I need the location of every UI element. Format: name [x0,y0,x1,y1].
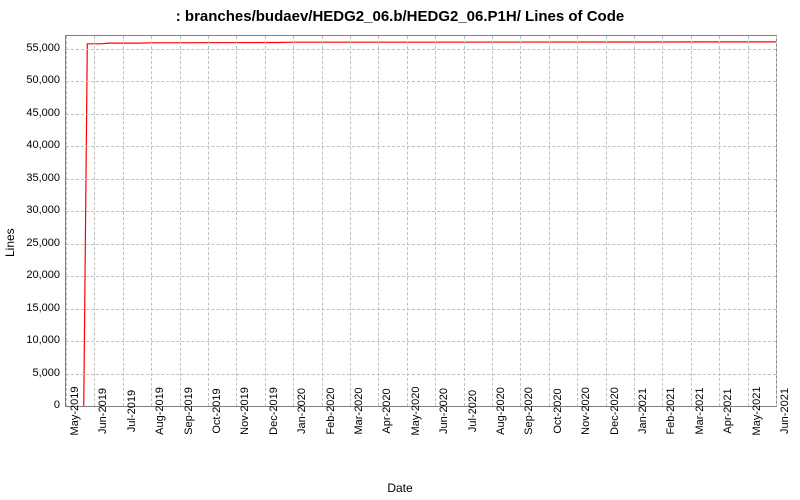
grid-line-v [265,36,266,406]
grid-line-h [66,114,776,115]
grid-line-v [180,36,181,406]
grid-line-v [378,36,379,406]
grid-line-v [94,36,95,406]
x-tick-label: Dec-2019 [268,387,280,435]
grid-line-v [123,36,124,406]
grid-line-v [464,36,465,406]
grid-line-v [606,36,607,406]
y-tick-label: 35,000 [5,172,60,184]
x-tick-label: Jul-2019 [126,390,138,432]
grid-line-h [66,374,776,375]
x-tick-label: Jun-2019 [97,388,109,434]
x-tick-label: Oct-2019 [211,388,223,433]
plot-area [65,35,777,407]
grid-line-v [776,36,777,406]
grid-line-h [66,49,776,50]
grid-line-v [151,36,152,406]
x-tick-label: Nov-2020 [580,387,592,435]
grid-line-v [520,36,521,406]
y-tick-label: 5,000 [5,367,60,379]
grid-line-v [719,36,720,406]
x-tick-label: Feb-2021 [665,387,677,434]
x-tick-label: Jan-2020 [296,388,308,434]
grid-line-h [66,244,776,245]
x-tick-label: Mar-2020 [353,387,365,434]
grid-line-h [66,276,776,277]
grid-line-v [407,36,408,406]
grid-line-v [748,36,749,406]
y-tick-label: 25,000 [5,237,60,249]
grid-line-h [66,341,776,342]
x-tick-label: Jun-2020 [438,388,450,434]
y-tick-label: 0 [5,399,60,411]
grid-line-v [236,36,237,406]
x-tick-label: Apr-2020 [381,388,393,433]
grid-line-v [492,36,493,406]
x-tick-label: Jul-2020 [467,390,479,432]
y-tick-label: 10,000 [5,334,60,346]
y-tick-label: 20,000 [5,269,60,281]
x-tick-label: May-2020 [410,387,422,436]
x-tick-label: Jan-2021 [637,388,649,434]
grid-line-v [435,36,436,406]
grid-line-h [66,211,776,212]
grid-line-h [66,146,776,147]
x-tick-label: May-2019 [69,387,81,436]
grid-line-h [66,81,776,82]
y-tick-label: 30,000 [5,204,60,216]
grid-line-v [549,36,550,406]
grid-line-v [577,36,578,406]
grid-line-v [66,36,67,406]
x-tick-label: Jun-2021 [779,388,791,434]
x-tick-label: Nov-2019 [239,387,251,435]
x-tick-label: Oct-2020 [552,388,564,433]
chart-title: : branches/budaev/HEDG2_06.b/HEDG2_06.P1… [0,0,800,25]
grid-line-v [634,36,635,406]
x-tick-label: Feb-2020 [325,387,337,434]
y-tick-label: 50,000 [5,74,60,86]
y-tick-label: 15,000 [5,302,60,314]
grid-line-h [66,309,776,310]
x-tick-label: Sep-2019 [183,387,195,435]
grid-line-h [66,179,776,180]
x-tick-label: May-2021 [751,387,763,436]
y-tick-label: 40,000 [5,139,60,151]
grid-line-v [208,36,209,406]
x-tick-label: Aug-2020 [495,387,507,435]
grid-line-v [662,36,663,406]
x-axis-label: Date [387,481,412,495]
y-tick-label: 55,000 [5,42,60,54]
grid-line-v [293,36,294,406]
x-tick-label: Mar-2021 [694,387,706,434]
grid-line-v [350,36,351,406]
grid-line-v [691,36,692,406]
x-tick-label: Sep-2020 [523,387,535,435]
chart-container: : branches/budaev/HEDG2_06.b/HEDG2_06.P1… [0,0,800,500]
x-tick-label: Dec-2020 [609,387,621,435]
x-tick-label: Apr-2021 [722,388,734,433]
grid-line-v [322,36,323,406]
x-tick-label: Aug-2019 [154,387,166,435]
data-line [66,36,776,406]
y-tick-label: 45,000 [5,107,60,119]
